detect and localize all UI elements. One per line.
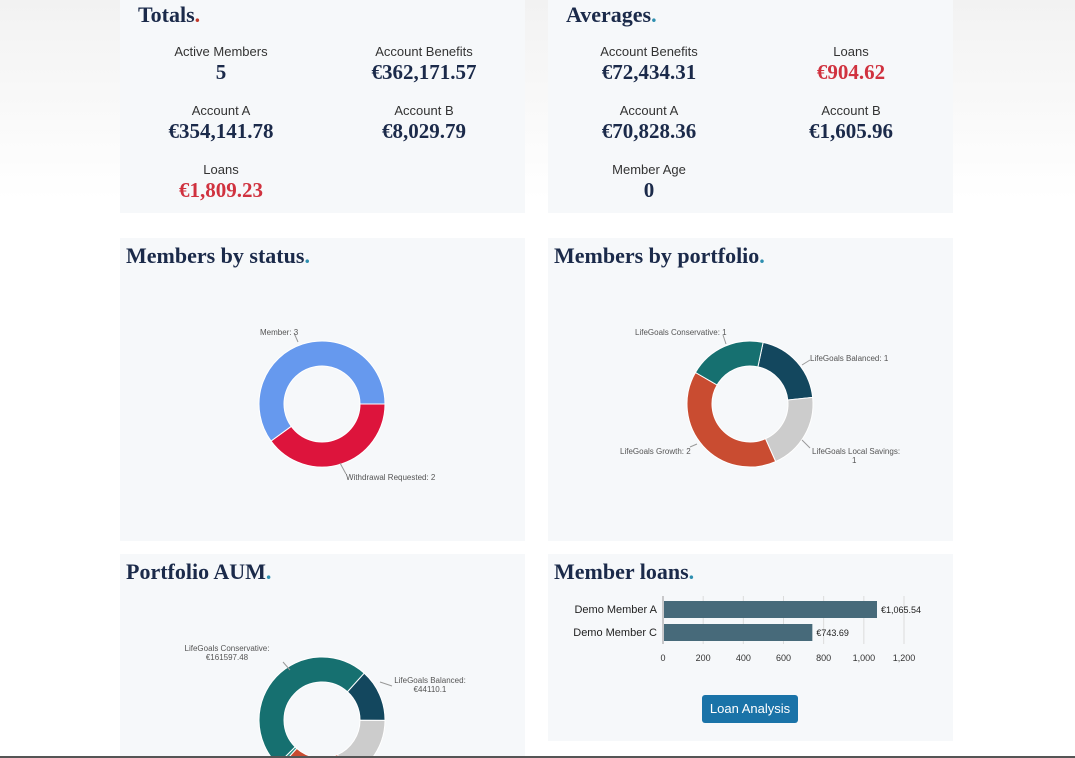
donut-label-member: Member: 3 xyxy=(260,328,299,337)
stat-label: Loans xyxy=(203,162,239,177)
stat-value: €1,605.96 xyxy=(809,119,893,143)
stat-label: Account Benefits xyxy=(375,44,473,59)
stat-avg-member-age: Member Age 0 xyxy=(549,162,749,203)
totals-panel: Totals. Active Members 5 Account Benefit… xyxy=(120,0,525,213)
donut-label-conservative: LifeGoals Conservative: 1 xyxy=(635,328,727,337)
donut-label-growth: LifeGoals Growth: 2 xyxy=(620,447,691,456)
stat-value: €354,141.78 xyxy=(168,119,274,143)
aum-label-balanced: LifeGoals Balanced: xyxy=(394,676,466,685)
portfolio-slice-3[interactable] xyxy=(694,340,764,386)
donut-label-local-savings-count: 1 xyxy=(852,456,857,465)
portfolio-slice-2[interactable] xyxy=(686,371,777,468)
stat-account-benefits: Account Benefits €362,171.57 xyxy=(324,44,524,85)
stat-avg-account-b: Account B €1,605.96 xyxy=(751,103,951,144)
x-tick-label: 1,000 xyxy=(853,653,876,663)
members-by-status-panel: Members by status. Member: 3 Withdrawal … xyxy=(120,238,525,541)
x-tick-label: 600 xyxy=(776,653,791,663)
stat-label: Loans xyxy=(833,44,869,59)
stat-avg-account-benefits: Account Benefits €72,434.31 xyxy=(549,44,749,85)
stat-label: Account A xyxy=(619,103,679,118)
averages-panel: Averages. Account Benefits €72,434.31 Lo… xyxy=(548,0,953,213)
stat-label: Account B xyxy=(394,103,454,118)
category-label: Demo Member A xyxy=(574,604,657,616)
stat-value: €904.62 xyxy=(816,60,886,84)
portfolio-aum-title: Portfolio AUM. xyxy=(126,559,272,584)
members-by-status-donut: Member: 3 Withdrawal Requested: 2 xyxy=(258,328,436,482)
bar-value-label: €743.69 xyxy=(816,628,849,638)
stat-value: €362,171.57 xyxy=(371,60,477,84)
category-label: Demo Member C xyxy=(573,627,657,639)
portfolio-aum-donut: LifeGoals Conservative: €161597.48 LifeG… xyxy=(185,644,466,758)
aum-slice-4[interactable] xyxy=(258,656,365,758)
bar-value-label: €1,065.54 xyxy=(881,605,921,615)
x-tick-label: 200 xyxy=(696,653,711,663)
stat-label: Member Age xyxy=(612,162,686,177)
stat-value: 5 xyxy=(215,60,227,84)
status-slice-0[interactable] xyxy=(270,403,386,468)
member-loans-title: Member loans. xyxy=(554,559,695,584)
stat-account-b: Account B €8,029.79 xyxy=(324,103,524,144)
loan-bar[interactable] xyxy=(664,624,813,641)
stat-value: €8,029.79 xyxy=(382,119,466,143)
stat-value: €72,434.31 xyxy=(601,60,697,84)
aum-label-conservative: LifeGoals Conservative: xyxy=(185,644,270,653)
stat-label: Account Benefits xyxy=(600,44,698,59)
member-loans-chart: 0 200 400 600 800 1,000 1,200 Demo Member A €1,0… xyxy=(573,596,921,663)
members-by-portfolio-panel: Members by portfolio. LifeGoals Conserva… xyxy=(548,238,953,541)
portfolio-slice-1[interactable] xyxy=(764,396,814,463)
portfolio-aum-panel: Portfolio AUM. LifeGoals Conservative: €… xyxy=(120,554,525,758)
loan-bar[interactable] xyxy=(664,601,877,618)
x-tick-label: 1,200 xyxy=(893,653,916,663)
x-tick-label: 0 xyxy=(660,653,665,663)
status-slice-1[interactable] xyxy=(258,340,386,442)
x-tick-label: 800 xyxy=(816,653,831,663)
stat-avg-account-a: Account A €70,828.36 xyxy=(549,103,749,144)
stat-value: €70,828.36 xyxy=(601,119,697,143)
donut-label-withdrawal: Withdrawal Requested: 2 xyxy=(346,473,436,482)
members-by-status-title: Members by status. xyxy=(126,243,310,268)
stat-label: Account A xyxy=(191,103,251,118)
averages-title: Averages. xyxy=(566,2,657,27)
member-loans-panel: Member loans. 0 200 400 600 800 1,000 1,200 Dem… xyxy=(548,554,953,741)
stat-avg-loans: Loans €904.62 xyxy=(751,44,951,85)
stat-loans: Loans €1,809.23 xyxy=(121,162,321,203)
stat-label: Active Members xyxy=(174,44,268,59)
stat-active-members: Active Members 5 xyxy=(121,44,321,85)
totals-title: Totals. xyxy=(138,2,201,27)
portfolio-slice-0[interactable] xyxy=(757,341,814,401)
stat-label: Account B xyxy=(821,103,881,118)
stat-value: 0 xyxy=(643,178,655,202)
donut-label-local-savings: LifeGoals Local Savings: xyxy=(812,447,900,456)
stat-value: €1,809.23 xyxy=(179,178,263,202)
aum-label-balanced-value: €44110.1 xyxy=(414,685,447,694)
aum-label-conservative-value: €161597.48 xyxy=(206,653,249,662)
members-by-portfolio-title: Members by portfolio. xyxy=(554,243,765,268)
x-tick-label: 400 xyxy=(736,653,751,663)
stat-account-a: Account A €354,141.78 xyxy=(121,103,321,144)
page-bottom-border xyxy=(0,756,1075,758)
loan-analysis-button[interactable]: Loan Analysis xyxy=(702,695,798,723)
donut-label-balanced: LifeGoals Balanced: 1 xyxy=(810,354,889,363)
members-by-portfolio-donut: LifeGoals Conservative: 1 LifeGoals Bala… xyxy=(620,328,900,468)
aum-slice-1[interactable] xyxy=(336,719,386,758)
